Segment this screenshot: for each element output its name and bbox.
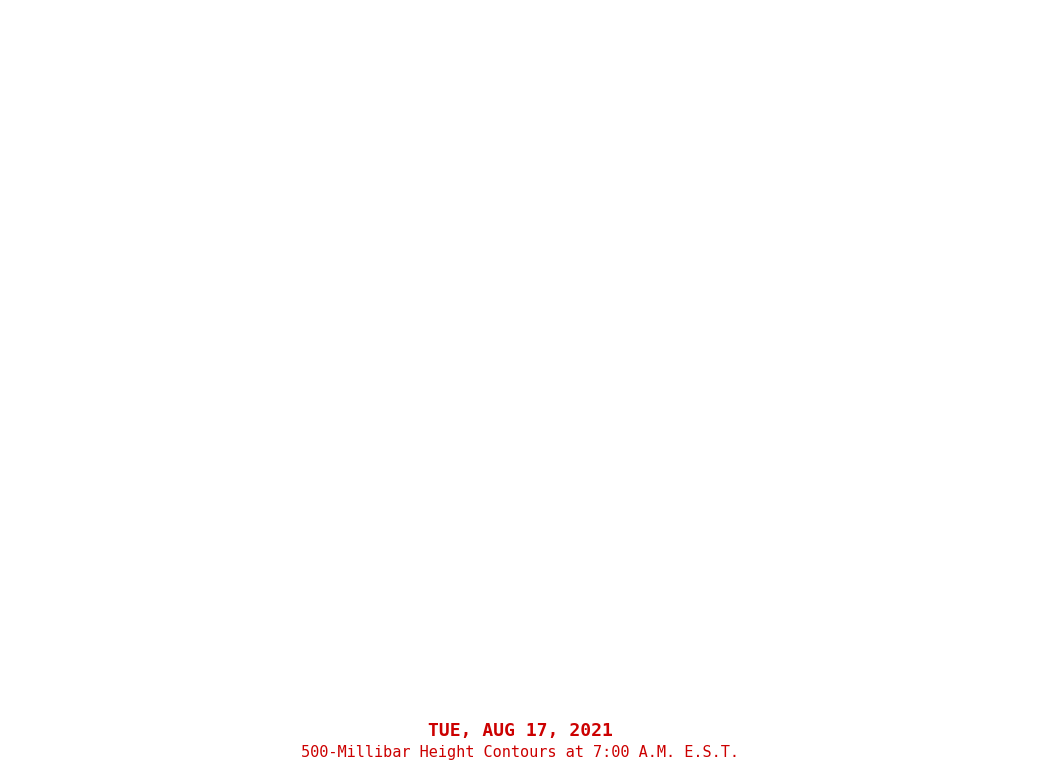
Text: 500-Millibar Height Contours at 7:00 A.M. E.S.T.: 500-Millibar Height Contours at 7:00 A.M… bbox=[301, 745, 739, 760]
Text: TUE, AUG 17, 2021: TUE, AUG 17, 2021 bbox=[427, 722, 613, 740]
